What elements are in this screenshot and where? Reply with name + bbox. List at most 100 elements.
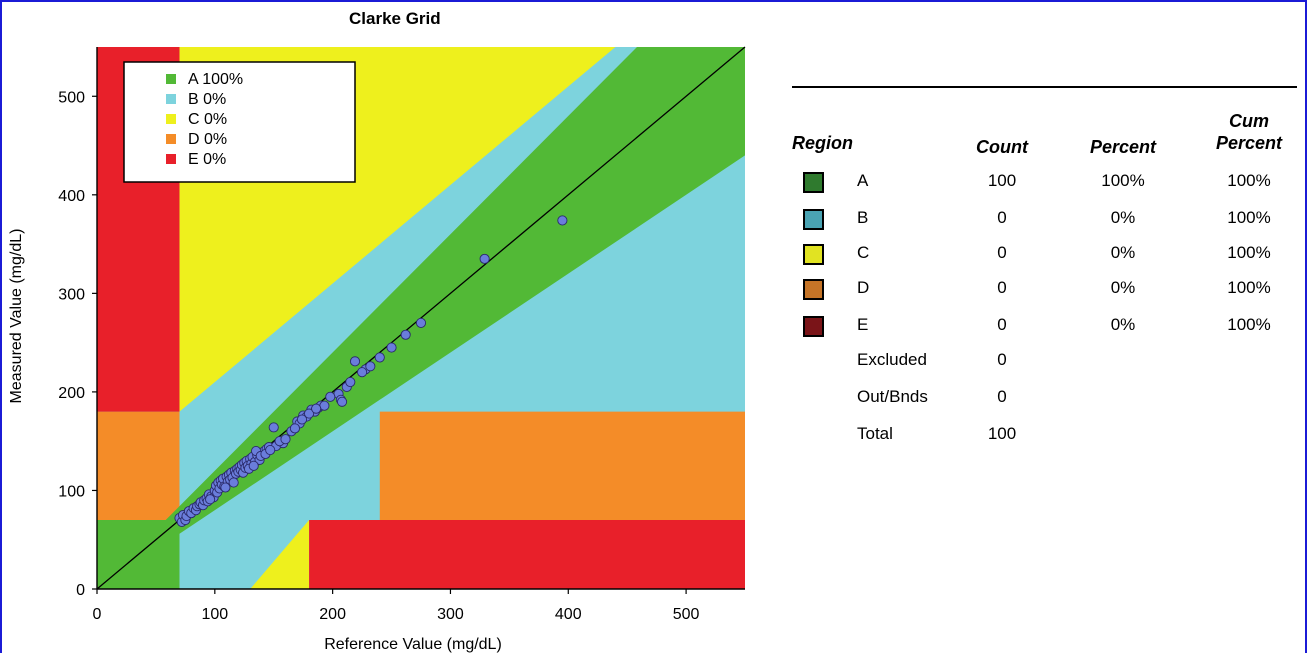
data-point	[374, 352, 385, 363]
data-point	[205, 494, 216, 505]
data-point	[386, 342, 397, 353]
region-cum-percent: 100%	[1227, 171, 1271, 190]
header-percent: Percent	[1089, 137, 1157, 157]
header-region: Region	[792, 133, 853, 153]
data-point	[311, 403, 322, 414]
region-count: 100	[987, 171, 1017, 190]
table-row: A 100 100% 100%	[792, 171, 1297, 195]
data-point	[304, 408, 315, 419]
region-percent: 0%	[1110, 208, 1136, 227]
region-count: 0	[997, 315, 1007, 334]
legend-swatch	[166, 94, 176, 104]
legend-box	[123, 61, 356, 183]
data-point	[228, 477, 239, 488]
region-name: E	[857, 315, 869, 334]
data-point	[220, 482, 231, 493]
data-point	[400, 329, 411, 340]
zone-c-lower	[250, 520, 310, 589]
zone-e-lower	[309, 520, 745, 589]
table-row: C 0 0% 100%	[792, 243, 1297, 267]
region-count: 0	[997, 278, 1007, 297]
region-name: B	[857, 208, 869, 227]
table-row: B 0 0% 100%	[792, 208, 1297, 232]
legend-label: D 0%	[188, 131, 227, 148]
data-point	[349, 356, 361, 367]
legend-swatch	[166, 154, 176, 164]
legend-swatch	[166, 134, 176, 144]
data-point	[365, 361, 376, 372]
region-swatch	[803, 279, 824, 300]
x-tick-label: 500	[673, 606, 700, 623]
region-cum-percent: 100%	[1227, 278, 1271, 297]
y-tick-label: 200	[58, 385, 85, 402]
region-name: A	[857, 171, 869, 190]
region-count: 0	[997, 243, 1007, 262]
excluded-count: 0	[997, 350, 1007, 369]
y-axis-label: Measured Value (mg/dL)	[8, 228, 25, 404]
region-summary-table: Region Count Percent Cum Percent A 100 1…	[792, 86, 1297, 443]
data-point	[557, 215, 568, 226]
legend-label: C 0%	[188, 111, 227, 128]
region-name: C	[857, 243, 870, 262]
data-point	[296, 414, 308, 425]
y-tick-label: 0	[76, 582, 85, 599]
clarke-grid-plot: 0 100 200 300 400 500 0 100 200 300 400 500 A 100% B …	[58, 46, 746, 623]
region-swatch	[803, 316, 824, 337]
region-percent: 100%	[1101, 171, 1145, 190]
data-point	[357, 367, 368, 378]
x-tick-label: 400	[555, 606, 582, 623]
legend-swatch	[166, 74, 176, 84]
excluded-label: Excluded	[857, 350, 927, 369]
data-point	[248, 460, 259, 471]
region-cum-percent: 100%	[1227, 208, 1271, 227]
table-top-rule	[792, 86, 1297, 88]
region-percent: 0%	[1110, 278, 1136, 297]
x-tick-label: 0	[93, 606, 102, 623]
region-name: D	[857, 278, 870, 297]
legend-swatch	[166, 114, 176, 124]
data-point	[415, 317, 427, 328]
table-row: Out/Bnds 0	[792, 387, 1297, 411]
x-axis-label: Reference Value (mg/dL)	[324, 636, 502, 653]
zone-d-right	[379, 411, 745, 520]
table-row: Total 100	[792, 424, 1297, 448]
out-of-bounds-count: 0	[997, 387, 1007, 406]
region-cum-percent: 100%	[1227, 243, 1271, 262]
legend-label: A 100%	[188, 71, 243, 88]
region-cum-percent: 100%	[1227, 315, 1271, 334]
header-cum-line2: Percent	[1215, 133, 1283, 153]
y-tick-label: 300	[58, 286, 85, 303]
legend-label: E 0%	[188, 151, 226, 168]
data-point	[265, 445, 276, 456]
region-swatch	[803, 172, 824, 193]
chart-title: Clarke Grid	[349, 9, 441, 28]
data-point	[289, 423, 300, 434]
y-tick-label: 500	[58, 89, 85, 106]
zone-d-left	[97, 411, 180, 520]
total-label: Total	[857, 424, 893, 443]
data-point	[345, 377, 356, 388]
data-point	[268, 422, 279, 433]
region-swatch	[803, 244, 824, 265]
total-count: 100	[987, 424, 1017, 443]
x-tick-label: 200	[319, 606, 346, 623]
x-tick-label: 100	[201, 606, 228, 623]
header-cum-percent: Cum Percent	[1204, 110, 1294, 154]
region-percent: 0%	[1110, 315, 1136, 334]
legend-label: B 0%	[188, 91, 226, 108]
region-percent: 0%	[1110, 243, 1136, 262]
y-tick-label: 400	[58, 188, 85, 205]
table-row: E 0 0% 100%	[792, 315, 1297, 339]
x-tick-label: 300	[437, 606, 464, 623]
table-row: D 0 0% 100%	[792, 278, 1297, 302]
data-point	[337, 396, 348, 407]
header-count: Count	[976, 137, 1028, 157]
table-header: Region Count Percent Cum Percent	[792, 88, 1297, 163]
header-cum-line1: Cum	[1229, 111, 1269, 131]
data-point	[280, 434, 291, 445]
data-point	[325, 391, 336, 402]
y-tick-label: 100	[58, 483, 85, 500]
data-point	[479, 253, 490, 264]
out-of-bounds-label: Out/Bnds	[857, 387, 928, 406]
